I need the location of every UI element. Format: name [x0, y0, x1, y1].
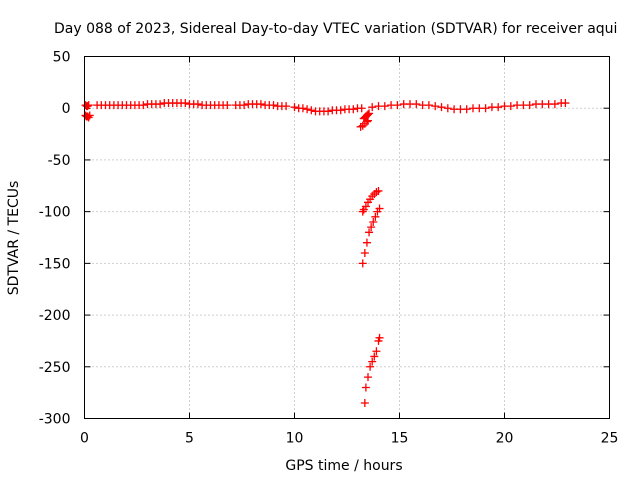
data-point: [437, 103, 446, 112]
x-tick-label: 25: [601, 431, 619, 447]
data-point: [85, 111, 94, 120]
data-point: [393, 101, 402, 110]
y-tick-label: -100: [39, 205, 71, 221]
data-point: [371, 212, 380, 221]
data-point: [84, 101, 93, 110]
data-point: [365, 109, 374, 118]
data-point: [372, 347, 381, 356]
data-point: [506, 102, 515, 111]
data-point: [349, 105, 358, 114]
data-point: [375, 204, 384, 213]
data-point: [561, 99, 570, 108]
y-tick-label: -300: [39, 412, 71, 428]
data-point: [481, 104, 490, 113]
data-point: [462, 105, 471, 114]
grid-layer: [84, 56, 610, 419]
data-point: [368, 357, 377, 366]
data-point: [372, 187, 381, 196]
data-point: [361, 202, 370, 211]
data-point: [139, 101, 148, 110]
chart-title: Day 088 of 2023, Sidereal Day-to-day VTE…: [54, 21, 617, 37]
data-point: [362, 238, 371, 247]
data-point: [443, 104, 452, 113]
data-point: [156, 100, 165, 109]
data-point: [223, 101, 232, 110]
y-tick-label: -200: [39, 308, 71, 324]
data-point: [550, 100, 559, 109]
data-point: [370, 352, 379, 361]
y-tick-label: -50: [48, 153, 71, 169]
data-point: [357, 104, 366, 113]
data-point: [375, 333, 384, 342]
data-point: [269, 101, 278, 110]
x-tick-label: 10: [286, 431, 304, 447]
data-point: [336, 106, 345, 115]
y-tick-label: 0: [62, 101, 71, 117]
data-point: [360, 249, 369, 258]
data-point: [412, 100, 421, 109]
data-point: [256, 100, 265, 109]
data-point: [307, 106, 316, 115]
data-point: [303, 105, 312, 114]
data-point: [358, 121, 367, 130]
data-point: [368, 103, 377, 112]
x-tick-label: 20: [496, 431, 514, 447]
data-point: [366, 362, 375, 371]
data-point: [358, 259, 367, 268]
data-point: [380, 102, 389, 111]
y-tick-label: -250: [39, 360, 71, 376]
y-axis-label: SDTVAR / TECUs: [6, 181, 22, 296]
x-tick-label: 15: [391, 431, 409, 447]
data-point: [290, 103, 299, 112]
data-point: [240, 101, 249, 110]
data-point: [365, 228, 374, 237]
data-point: [361, 383, 370, 392]
data-point: [298, 104, 307, 113]
data-point: [364, 373, 372, 382]
data-point: [364, 110, 372, 119]
plot-frame: [84, 56, 610, 419]
data-point: [193, 100, 202, 109]
y-tick-label: 50: [53, 50, 71, 66]
data-point: [360, 398, 369, 407]
data-point: [431, 102, 440, 111]
data-points: [81, 99, 570, 407]
x-axis-label: GPS time / hours: [285, 458, 402, 474]
data-point: [525, 101, 534, 110]
x-tick-label: 5: [185, 431, 194, 447]
data-point: [181, 99, 190, 108]
y-tick-label: -150: [39, 256, 71, 272]
x-tick-label: 0: [80, 431, 89, 447]
data-point: [367, 223, 376, 232]
data-point: [494, 103, 503, 112]
data-point: [324, 107, 333, 116]
data-point: [369, 217, 378, 226]
data-point: [424, 101, 433, 110]
data-point: [374, 186, 383, 195]
data-point: [282, 102, 291, 111]
